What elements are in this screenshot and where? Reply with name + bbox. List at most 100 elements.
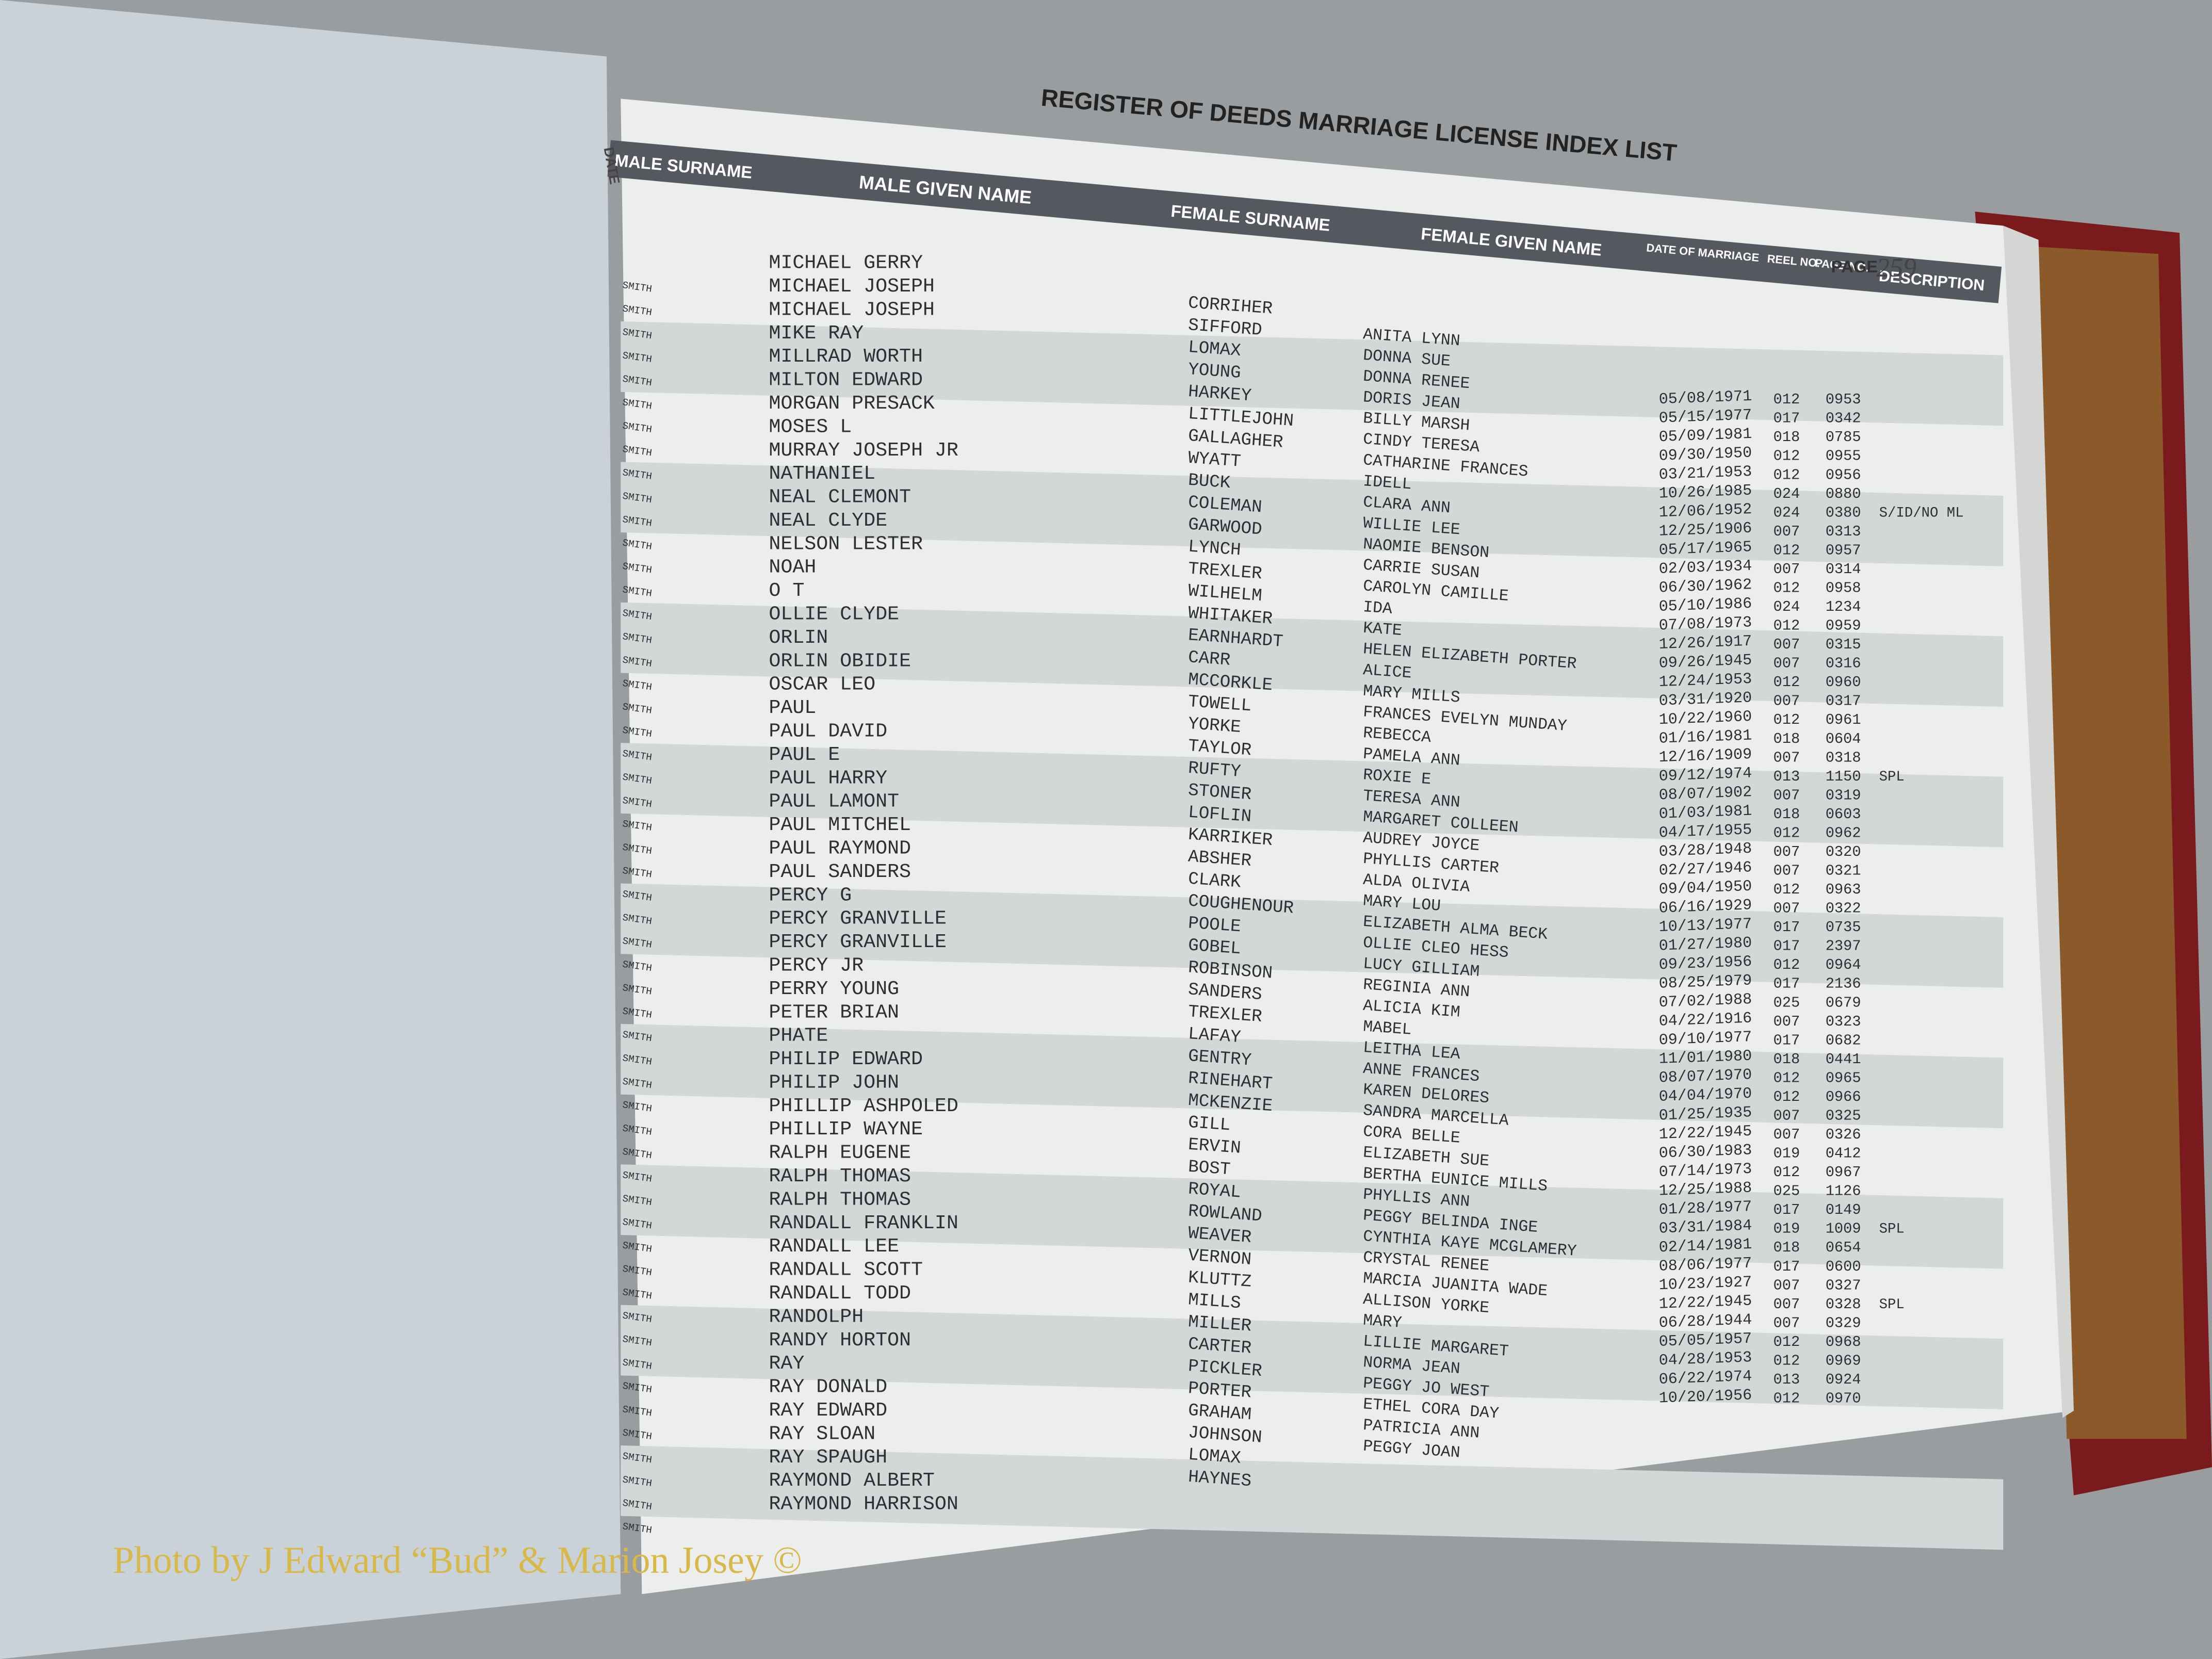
marriage-date: 05/10/1986 xyxy=(1658,595,1752,616)
male-given-name: PHATE xyxy=(769,1025,828,1047)
female-given-name: MABEL xyxy=(1362,1018,1412,1039)
marriage-date: 09/12/1974 xyxy=(1658,765,1752,786)
female-surname: PORTER xyxy=(1188,1379,1252,1403)
reel-number: 007 xyxy=(1774,1296,1800,1313)
page-number-cell: 0328 xyxy=(1826,1296,1861,1313)
female-given-name: IDA xyxy=(1362,598,1393,619)
male-given-name: RANDALL LEE xyxy=(769,1235,899,1258)
male-given-name: NELSON LESTER xyxy=(769,533,923,555)
page-number-cell: 0342 xyxy=(1826,410,1861,427)
male-given-name: MURRAY JOSEPH JR xyxy=(769,440,958,462)
left-page xyxy=(0,0,621,1659)
male-given-name: RAY xyxy=(769,1353,804,1375)
male-given-name: PERCY GRANVILLE xyxy=(769,931,946,953)
female-surname: GENTRY xyxy=(1188,1047,1252,1070)
page-number-cell: 1150 xyxy=(1826,768,1861,785)
page-number-cell: 0958 xyxy=(1826,579,1861,596)
marriage-date: 10/26/1985 xyxy=(1658,482,1752,503)
reel-number: 018 xyxy=(1774,806,1800,823)
marriage-date: 07/02/1988 xyxy=(1658,991,1752,1012)
page-number-cell: 0654 xyxy=(1826,1239,1861,1256)
row-stripe xyxy=(621,462,2004,566)
female-surname: BOST xyxy=(1188,1158,1231,1180)
male-given-name: PHILIP JOHN xyxy=(769,1071,899,1094)
female-given-name: IDELL xyxy=(1362,473,1412,494)
female-surname: LAFAY xyxy=(1188,1024,1242,1048)
marriage-date: 12/26/1917 xyxy=(1658,633,1752,654)
marriage-date: 12/25/1906 xyxy=(1658,520,1752,541)
reel-number: 012 xyxy=(1774,542,1800,559)
row-stripe xyxy=(621,602,2004,707)
female-surname: MILLS xyxy=(1188,1290,1242,1313)
reel-number: 017 xyxy=(1774,1258,1800,1275)
marriage-date: 03/31/1984 xyxy=(1658,1217,1752,1238)
page-number-cell: 0317 xyxy=(1826,693,1861,710)
reel-number: 017 xyxy=(1774,938,1800,955)
male-given-name: RANDALL FRANKLIN xyxy=(769,1212,958,1234)
marriage-date: 09/26/1945 xyxy=(1658,652,1752,672)
page-number-cell: 0441 xyxy=(1826,1051,1861,1068)
page-number-cell: 0961 xyxy=(1826,711,1861,728)
row-stripes xyxy=(621,321,2004,1550)
male-given-name: MOSES L xyxy=(769,416,852,438)
marriage-date: 04/22/1916 xyxy=(1658,1010,1752,1031)
description: SPL xyxy=(1879,1222,1905,1238)
male-given-name: PERCY GRANVILLE xyxy=(769,908,946,930)
female-surname: ABSHER xyxy=(1188,848,1252,871)
reel-number: 024 xyxy=(1774,598,1800,615)
page-number-cell: 0313 xyxy=(1826,523,1861,540)
row-stripe xyxy=(621,1164,2004,1269)
male-given-name: PHILLIP WAYNE xyxy=(769,1118,923,1141)
page-number-cell: 0323 xyxy=(1826,1013,1861,1030)
marriage-date: 05/08/1971 xyxy=(1658,388,1752,409)
reel-number: 012 xyxy=(1774,674,1800,691)
reel-number: 007 xyxy=(1774,1314,1800,1331)
page-number-cell: 0880 xyxy=(1826,485,1861,502)
page-number-cell: 0970 xyxy=(1826,1390,1861,1407)
page-number-cell: 0380 xyxy=(1826,504,1861,521)
male-given-name: RAY SPAUGH xyxy=(769,1446,887,1469)
marriage-date: 04/04/1970 xyxy=(1658,1085,1752,1106)
reel-number: 012 xyxy=(1774,1069,1800,1086)
row-stripe xyxy=(621,1305,2004,1409)
reel-number: 012 xyxy=(1774,881,1800,898)
reel-number: 007 xyxy=(1774,1107,1800,1124)
male-given-name: PHILLIP ASHPOLED xyxy=(769,1095,958,1117)
male-given-name: NEAL CLEMONT xyxy=(769,486,911,509)
reel-number: 007 xyxy=(1774,900,1800,917)
marriage-date: 06/30/1962 xyxy=(1658,576,1752,597)
female-surname: KLUTTZ xyxy=(1188,1268,1252,1292)
cover-pattern xyxy=(2038,247,2187,1439)
male-given-name: MICHAEL GERRY xyxy=(769,252,923,274)
reel-number: 017 xyxy=(1774,919,1800,936)
male-given-name: MORGAN PRESACK xyxy=(769,393,935,415)
reel-number: 018 xyxy=(1774,1239,1800,1256)
marriage-date: 01/16/1981 xyxy=(1658,727,1752,747)
male-given-name: ORLIN OBIDIE xyxy=(769,650,911,672)
marriage-date: 12/25/1988 xyxy=(1658,1179,1752,1200)
male-given-name: PETER BRIAN xyxy=(769,1001,899,1023)
female-surname: CLARK xyxy=(1188,870,1242,893)
page-number-cell: 0149 xyxy=(1826,1201,1861,1218)
male-given-name: RAY SLOAN xyxy=(769,1423,875,1445)
description: SPL xyxy=(1879,769,1905,785)
male-given-name: RANDALL SCOTT xyxy=(769,1259,923,1281)
reel-number: 019 xyxy=(1774,1145,1800,1162)
male-given-name: RAY DONALD xyxy=(769,1376,887,1398)
male-given-name: RANDALL TODD xyxy=(769,1282,911,1305)
marriage-date: 06/28/1944 xyxy=(1658,1311,1752,1332)
male-given-name: PAUL HARRY xyxy=(769,767,887,789)
marriage-date: 07/14/1973 xyxy=(1658,1161,1752,1181)
marriage-date: 10/20/1956 xyxy=(1658,1387,1752,1407)
description: SPL xyxy=(1879,1297,1905,1313)
reel-number: 007 xyxy=(1774,655,1800,672)
male-given-name: RAYMOND HARRISON xyxy=(769,1493,958,1516)
page-number-cell: 0320 xyxy=(1826,843,1861,860)
page-number-cell: 0321 xyxy=(1826,863,1861,880)
male-given-name: PERCY G xyxy=(769,884,852,906)
page-number-cell: 0966 xyxy=(1826,1088,1861,1105)
page-number-cell: 0319 xyxy=(1826,787,1861,804)
page-number-cell: 0326 xyxy=(1826,1126,1861,1143)
marriage-date: 08/25/1979 xyxy=(1658,972,1752,993)
